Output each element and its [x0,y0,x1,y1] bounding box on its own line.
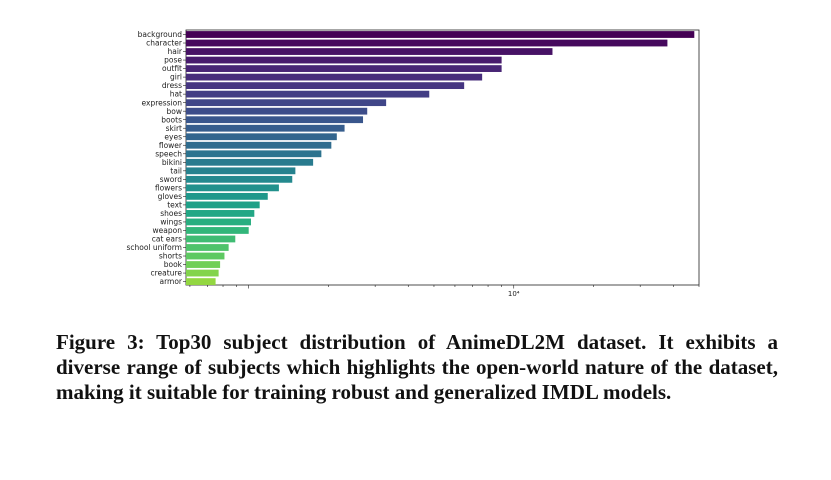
y-tick-label: shoes [160,209,182,218]
y-tick-label: skirt [166,124,182,133]
plot-frame [185,29,700,286]
bar-weapon [186,227,249,234]
bar-gloves [186,192,268,200]
bar-boots [186,116,364,124]
y-tick-label: weapon [153,226,183,235]
bar-flower [186,141,332,149]
y-tick-label: wings [160,218,182,227]
body-text-fragment [56,468,778,480]
bar-speech [186,150,322,158]
bar-hair [186,48,553,55]
bar-text [186,201,260,209]
y-tick-label: pose [164,56,182,65]
bar-creature [186,269,219,277]
bar-wings [186,218,251,226]
bars-group [186,31,695,285]
y-tick-label: bow [167,107,182,116]
bar-bow [186,107,368,115]
y-tick-labels: backgroundcharacterhairposeoutfitgirldre… [126,30,186,286]
bar-girl [186,73,483,81]
bar-sword [186,175,293,183]
y-tick-label: expression [142,98,183,107]
bar-shoes [186,210,255,217]
x-tick-label: 10⁴ [508,290,520,298]
y-tick-label: creature [151,269,183,278]
y-tick-label: flowers [155,183,182,192]
y-tick-label: tail [170,166,182,175]
bar-expression [186,99,387,107]
bar-armor [186,278,216,285]
y-tick-label: eyes [164,132,182,141]
bar-skirt [186,124,345,132]
y-tick-label: book [164,260,183,269]
y-tick-label: character [146,39,183,48]
bar-shorts [186,252,225,260]
bar-dress [186,82,465,90]
y-tick-label: text [167,201,182,210]
y-tick-label: hat [170,90,182,99]
y-tick-label: boots [161,115,182,124]
y-tick-label: sword [160,175,183,184]
bar-background [186,31,695,38]
x-ticks: 10⁴ [189,285,700,298]
bar-bikini [186,158,314,166]
y-tick-label: dress [162,81,182,90]
bar-character [186,39,668,47]
y-tick-label: school uniform [126,243,182,252]
y-tick-label: flower [159,141,183,150]
bar-tail [186,167,296,175]
bar-chart: backgroundcharacterhairposeoutfitgirldre… [126,29,700,298]
figure-caption: Figure 3: Top30 subject distribution of … [56,330,778,404]
bar-eyes [186,133,337,141]
y-tick-label: speech [155,149,182,158]
y-tick-label: bikini [162,158,182,167]
bar-school-uniform [186,244,229,251]
y-tick-label: outfit [162,64,182,73]
bar-pose [186,56,502,64]
y-tick-label: gloves [158,192,182,201]
bar-hat [186,90,430,98]
y-tick-label: cat ears [152,235,182,244]
bar-cat-ears [186,235,236,243]
y-tick-label: shorts [159,252,182,261]
y-tick-label: girl [170,73,182,82]
bar-book [186,261,221,268]
y-tick-label: background [138,30,183,39]
y-tick-label: hair [167,47,182,56]
y-tick-label: armor [159,277,182,286]
bar-outfit [186,65,502,72]
bar-flowers [186,184,279,192]
